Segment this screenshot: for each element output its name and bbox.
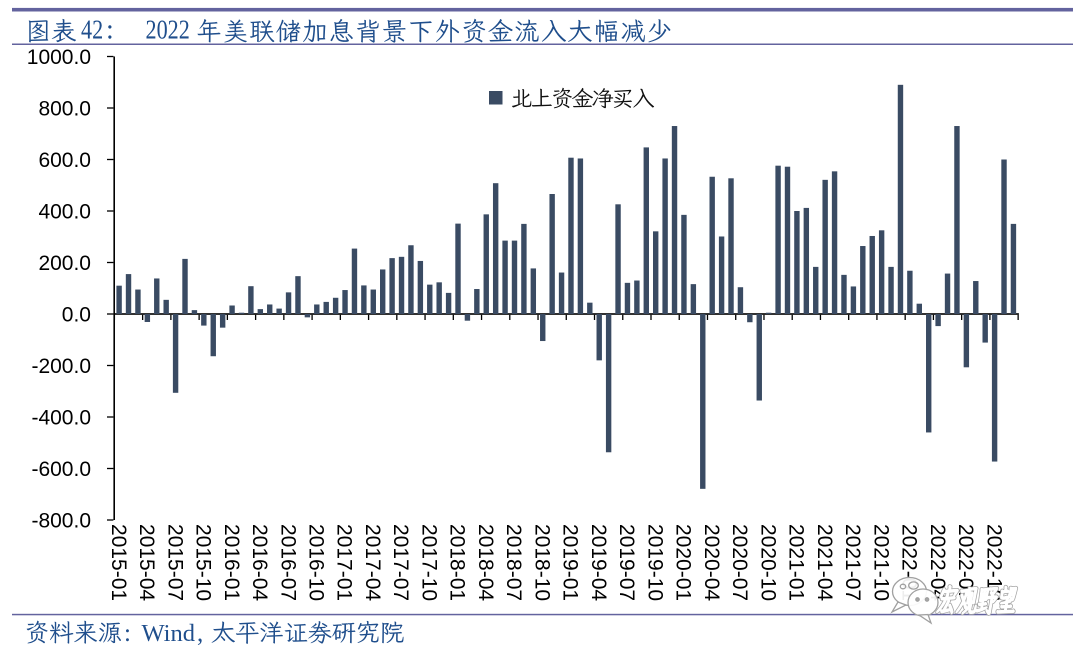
svg-text:42: 42 xyxy=(81,15,103,45)
svg-text:2022: 2022 xyxy=(146,15,190,45)
svg-text::: : xyxy=(106,15,114,46)
svg-text:2020-07: 2020-07 xyxy=(728,524,751,601)
svg-text:2015-10: 2015-10 xyxy=(192,524,215,601)
svg-text:2018-10: 2018-10 xyxy=(530,524,553,601)
svg-text:2017-07: 2017-07 xyxy=(389,524,412,601)
svg-text:0.0: 0.0 xyxy=(62,303,91,326)
svg-text:800.0: 800.0 xyxy=(38,97,91,120)
svg-text:-200.0: -200.0 xyxy=(31,355,91,378)
svg-text:2018-04: 2018-04 xyxy=(474,524,497,601)
svg-text:2022-07: 2022-07 xyxy=(954,524,977,601)
svg-text:2017-04: 2017-04 xyxy=(361,524,384,601)
svg-text:-600.0: -600.0 xyxy=(31,458,91,481)
svg-text:2022-10: 2022-10 xyxy=(982,524,1005,601)
svg-text:-800.0: -800.0 xyxy=(31,509,91,532)
svg-text:2021-01: 2021-01 xyxy=(785,524,808,601)
svg-text:2021-07: 2021-07 xyxy=(841,524,864,601)
svg-text:600.0: 600.0 xyxy=(38,149,91,172)
svg-text:200.0: 200.0 xyxy=(38,252,91,275)
svg-text:2016-04: 2016-04 xyxy=(248,524,271,601)
svg-text:2019-07: 2019-07 xyxy=(615,524,638,601)
svg-text:2020-04: 2020-04 xyxy=(700,524,723,601)
svg-text:2017-10: 2017-10 xyxy=(417,524,440,601)
svg-text:2019-01: 2019-01 xyxy=(559,524,582,601)
svg-text:2015-01: 2015-01 xyxy=(107,524,130,601)
svg-text:-400.0: -400.0 xyxy=(31,406,91,429)
svg-text:2015-07: 2015-07 xyxy=(163,524,186,601)
svg-text:2021-04: 2021-04 xyxy=(813,524,836,601)
svg-text:2019-10: 2019-10 xyxy=(643,524,666,601)
svg-text:2016-01: 2016-01 xyxy=(220,524,243,601)
svg-text:2016-07: 2016-07 xyxy=(276,524,299,601)
svg-text:2016-10: 2016-10 xyxy=(305,524,328,601)
svg-text:Wind: Wind xyxy=(142,620,195,647)
svg-text:2020-10: 2020-10 xyxy=(756,524,779,601)
svg-text:,: , xyxy=(197,620,203,647)
svg-text:400.0: 400.0 xyxy=(38,200,91,223)
svg-text:2018-07: 2018-07 xyxy=(502,524,525,601)
svg-text:2019-04: 2019-04 xyxy=(587,524,610,601)
svg-text:2015-04: 2015-04 xyxy=(135,524,158,601)
svg-text:2017-01: 2017-01 xyxy=(333,524,356,601)
svg-text:2018-01: 2018-01 xyxy=(446,524,469,601)
svg-text:1000.0: 1000.0 xyxy=(27,46,91,69)
svg-text::: : xyxy=(124,620,131,647)
svg-text:2020-01: 2020-01 xyxy=(672,524,695,601)
svg-text:2021-10: 2021-10 xyxy=(869,524,892,601)
svg-text:2022-04: 2022-04 xyxy=(926,524,949,601)
